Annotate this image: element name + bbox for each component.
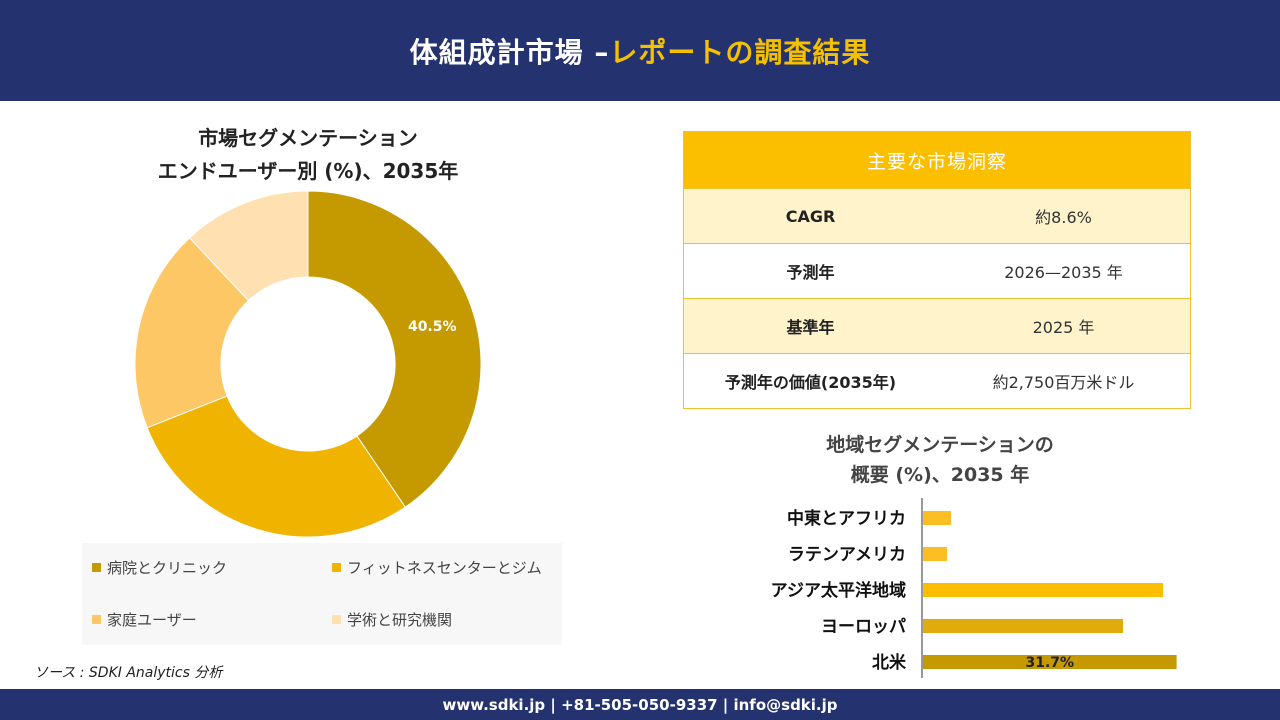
donut-legend: 病院とクリニック フィットネスセンターとジム家庭ユーザー 学術と研究機関 <box>82 543 562 645</box>
legend-swatch <box>92 615 101 624</box>
insight-value: 約2,750百万米ドル <box>937 353 1191 409</box>
header-title-accent: レポートの調査結果 <box>609 35 871 69</box>
donut-slice <box>146 395 406 538</box>
insight-value: 約8.6% <box>937 188 1191 244</box>
legend-label: 病院とクリニック <box>107 559 228 577</box>
bar-category-label: 中東とアフリカ <box>787 508 906 529</box>
footer-contact: www.sdki.jp | +81-505-050-9337 | info@sd… <box>0 689 1280 720</box>
legend-swatch <box>92 563 101 572</box>
bar-category-label: アジア太平洋地域 <box>771 580 906 601</box>
legend-label: フィットネスセンターとジム <box>347 559 542 577</box>
source-note: ソース : SDKI Analytics 分析 <box>34 665 223 681</box>
donut-title-line1: 市場セグメンテーション <box>198 126 418 150</box>
insight-value: 2025 年 <box>937 298 1191 354</box>
report-header: 体組成計市場 – レポートの調査結果 <box>0 0 1280 101</box>
insights-heading: 主要な市場洞察 <box>683 131 1191 189</box>
region-chart-title: 地域セグメンテーションの 概要 (%)、2035 年 <box>740 430 1140 490</box>
legend-swatch <box>332 563 341 572</box>
insight-row: 基準年 2025 年 <box>683 298 1191 354</box>
header-title: 体組成計市場 – <box>409 35 610 69</box>
legend-label: 学術と研究機関 <box>347 611 453 629</box>
bar-category-label: 北米 <box>872 652 907 673</box>
insight-key: 基準年 <box>683 298 937 354</box>
insight-row: 予測年 2026—2035 年 <box>683 243 1191 299</box>
region-title-line2: 概要 (%)、2035 年 <box>850 464 1030 486</box>
insight-key: 予測年 <box>683 243 937 299</box>
donut-data-label: 40.5% <box>408 319 457 335</box>
region-title-line1: 地域セグメンテーションの <box>826 434 1054 456</box>
bar <box>923 655 1177 669</box>
bar-data-label: 31.7% <box>1026 655 1075 671</box>
insight-row: CAGR 約8.6% <box>683 188 1191 244</box>
donut-slice <box>188 190 309 302</box>
donut-slice <box>307 190 482 508</box>
bar <box>923 547 947 561</box>
legend-item: 病院とクリニック <box>92 557 227 578</box>
bar-category-label: ヨーロッパ <box>821 617 906 637</box>
legend-item: 家庭ユーザー <box>92 609 197 630</box>
legend-label: 家庭ユーザー <box>107 611 197 629</box>
bar <box>923 619 1123 633</box>
bar-category-label: ラテンアメリカ <box>788 545 906 565</box>
insight-value: 2026—2035 年 <box>937 243 1191 299</box>
insight-row: 予測年の価値(2035年) 約2,750百万米ドル <box>683 353 1191 409</box>
insight-key: CAGR <box>683 188 937 244</box>
bar <box>923 511 951 525</box>
legend-item: 学術と研究機関 <box>332 609 452 630</box>
donut-chart-title: 市場セグメンテーション エンドユーザー別 (%)、2035年 <box>100 122 516 188</box>
bar <box>923 583 1163 597</box>
donut-slice <box>134 237 250 429</box>
donut-title-line2: エンドユーザー別 (%)、2035年 <box>157 159 459 183</box>
donut-chart: 40.5% <box>134 190 482 538</box>
insight-key: 予測年の価値(2035年) <box>683 353 937 409</box>
legend-swatch <box>332 615 341 624</box>
market-insights-table: 主要な市場洞察 CAGR 約8.6% 予測年 2026—2035 年 基準年 2… <box>683 131 1191 409</box>
legend-item: フィットネスセンターとジム <box>332 557 542 578</box>
